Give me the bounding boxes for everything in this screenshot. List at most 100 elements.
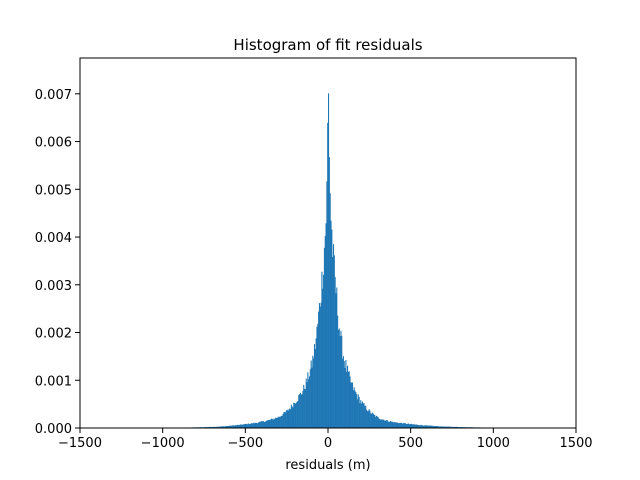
histogram-bar bbox=[347, 365, 349, 428]
histogram-bar bbox=[403, 422, 405, 428]
histogram-bar bbox=[423, 425, 425, 428]
histogram-bar bbox=[338, 328, 340, 428]
histogram-bar bbox=[380, 419, 382, 428]
histogram-bar bbox=[381, 419, 383, 428]
histogram-bar bbox=[266, 420, 268, 428]
histogram-bar bbox=[354, 390, 356, 428]
histogram-bar bbox=[416, 424, 418, 428]
histogram-bar bbox=[337, 329, 339, 428]
histogram-bar bbox=[410, 423, 412, 428]
histogram-bar bbox=[399, 422, 401, 428]
histogram-bar bbox=[344, 367, 346, 428]
histogram-bar bbox=[375, 415, 378, 428]
histogram-bar bbox=[250, 423, 252, 428]
histogram-bar bbox=[261, 421, 263, 428]
histogram-bar bbox=[278, 417, 280, 428]
histogram-bar bbox=[320, 302, 322, 428]
histogram-bar bbox=[256, 423, 258, 428]
histogram-bar bbox=[456, 426, 459, 428]
histogram-bar bbox=[232, 425, 234, 428]
x-axis-ticks: −1500 −1000 −500 0 500 1000 1500 bbox=[58, 428, 593, 451]
histogram-bar bbox=[425, 425, 427, 428]
histogram-bar bbox=[328, 93, 330, 428]
histogram-bar bbox=[223, 426, 225, 428]
histogram-bar bbox=[318, 311, 320, 428]
histogram-bar bbox=[332, 257, 334, 428]
x-axis-label: residuals (m) bbox=[285, 458, 370, 473]
histogram-bar bbox=[292, 407, 294, 428]
histogram-bar bbox=[229, 425, 231, 428]
histogram-bar bbox=[362, 403, 364, 428]
histogram-bar bbox=[231, 425, 233, 428]
histogram-bar bbox=[392, 421, 394, 428]
histogram-bar bbox=[319, 306, 321, 428]
histogram-bar bbox=[353, 387, 355, 428]
histogram-bar bbox=[428, 425, 430, 428]
histogram-bar bbox=[308, 376, 311, 428]
histogram-bar bbox=[243, 424, 245, 428]
histogram-bar bbox=[371, 412, 373, 428]
histogram-bar bbox=[246, 424, 249, 428]
histogram-bar bbox=[254, 422, 256, 428]
histogram-bar bbox=[398, 423, 400, 428]
histogram-bar bbox=[350, 382, 352, 428]
histogram-bar bbox=[418, 425, 420, 428]
y-axis-ticks: 0.000 0.001 0.002 0.003 0.004 0.005 0.006 0.007 bbox=[35, 88, 80, 437]
histogram-bar bbox=[439, 426, 441, 428]
histogram-bar bbox=[387, 421, 389, 428]
histogram-bar bbox=[447, 426, 449, 428]
histogram-bar bbox=[227, 425, 229, 428]
histogram-bar bbox=[294, 403, 296, 428]
histogram-bar bbox=[294, 403, 297, 428]
histogram-bar bbox=[272, 419, 274, 428]
histogram-bar bbox=[352, 390, 354, 428]
histogram-bar bbox=[306, 382, 308, 428]
histogram-bar bbox=[417, 424, 419, 428]
histogram-bar bbox=[313, 344, 316, 428]
histogram-bar bbox=[339, 335, 341, 428]
histogram-bar bbox=[268, 419, 270, 428]
histogram-bar bbox=[432, 425, 434, 428]
histogram-bar bbox=[330, 220, 332, 428]
histogram-bar bbox=[337, 315, 339, 428]
histogram-bar bbox=[390, 421, 392, 428]
histogram-bar bbox=[366, 409, 368, 428]
y-tick-label: 0.002 bbox=[35, 327, 72, 342]
histogram-bar bbox=[317, 324, 319, 428]
histogram-bar bbox=[304, 389, 306, 428]
histogram-bar bbox=[236, 425, 238, 428]
histogram-bar bbox=[334, 277, 336, 428]
histogram-bar bbox=[316, 326, 318, 428]
histogram-bar bbox=[401, 423, 403, 428]
histogram-bar bbox=[451, 426, 453, 428]
histogram-bar bbox=[449, 426, 451, 428]
histogram-bar bbox=[246, 423, 248, 428]
histogram-bar bbox=[247, 423, 249, 428]
y-tick-label: 0.003 bbox=[35, 279, 72, 294]
histogram-bar bbox=[444, 426, 446, 428]
histogram-bar bbox=[440, 426, 442, 428]
histogram-bar bbox=[284, 412, 286, 428]
histogram-bar bbox=[295, 402, 297, 428]
histogram-bar bbox=[397, 422, 399, 428]
histogram-bar bbox=[230, 425, 232, 428]
x-tick-label: −1000 bbox=[141, 436, 185, 451]
histogram-bar bbox=[343, 361, 345, 428]
histogram-bar bbox=[452, 426, 454, 428]
histogram-bar bbox=[341, 335, 343, 428]
histogram-bar bbox=[445, 426, 447, 428]
histogram-bar bbox=[226, 426, 228, 428]
histogram-bar bbox=[314, 349, 316, 428]
histogram-bar bbox=[242, 424, 244, 428]
histogram-bar bbox=[394, 421, 396, 428]
histogram-bar bbox=[241, 424, 243, 428]
histogram-bar bbox=[351, 382, 354, 428]
histogram-bar bbox=[377, 417, 379, 428]
histogram-bar bbox=[244, 423, 246, 428]
histogram-bar bbox=[446, 426, 448, 428]
histogram-bar bbox=[456, 426, 458, 428]
histogram-bar bbox=[227, 426, 230, 428]
histogram-bar bbox=[221, 426, 223, 428]
histogram-bar bbox=[391, 421, 393, 428]
